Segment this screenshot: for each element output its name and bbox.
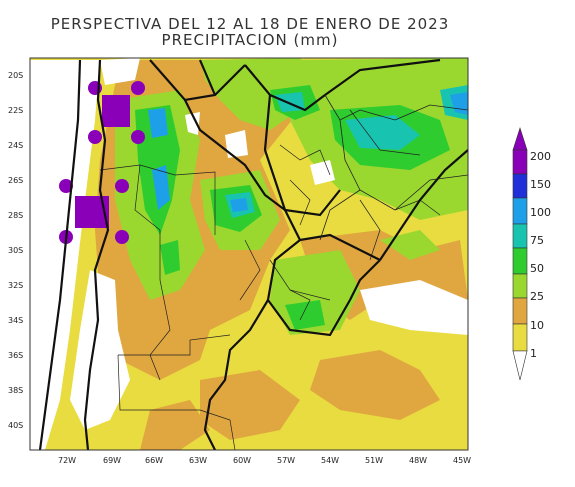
legend-label-10: 10 xyxy=(530,319,544,332)
province-borders xyxy=(99,109,441,450)
legend-swatch-150 xyxy=(512,173,528,199)
legend-swatch-75 xyxy=(512,223,528,249)
map-frame xyxy=(29,57,469,451)
legend-swatch-200 xyxy=(512,149,528,175)
lon-label: 54W xyxy=(321,456,339,465)
legend-swatch-below-1 xyxy=(512,350,528,381)
legend-label-150: 150 xyxy=(530,178,551,191)
lat-label: 30S xyxy=(8,246,23,255)
lat-label: 28S xyxy=(8,211,23,220)
legend-label-1: 1 xyxy=(530,347,537,360)
lon-label: 45W xyxy=(453,456,471,465)
legend-colorbar xyxy=(512,127,528,381)
legend-label-25: 25 xyxy=(530,290,544,303)
lon-label: 51W xyxy=(365,456,383,465)
legend-swatch-above-200 xyxy=(512,127,528,151)
field-100-150 xyxy=(148,92,468,212)
lat-label: 32S xyxy=(8,281,23,290)
legend-label-50: 50 xyxy=(530,262,544,275)
lat-label: 36S xyxy=(8,351,23,360)
lat-label: 38S xyxy=(8,386,23,395)
legend-swatch-1 xyxy=(512,323,528,352)
legend-label-200: 200 xyxy=(530,150,551,163)
legend-swatch-50 xyxy=(512,247,528,275)
legend-swatch-10 xyxy=(512,297,528,325)
lon-label: 63W xyxy=(189,456,207,465)
map-title: PERSPECTIVA DEL 12 AL 18 DE ENERO DE 202… xyxy=(50,15,450,33)
legend-swatch-100 xyxy=(512,197,528,225)
legend-labels: 200 150 100 75 50 25 10 1 xyxy=(530,150,551,360)
lat-label: 20S xyxy=(8,71,23,80)
legend-swatch-25 xyxy=(512,273,528,299)
lon-label: 60W xyxy=(233,456,251,465)
legend-label-75: 75 xyxy=(530,234,544,247)
country-borders xyxy=(38,58,468,450)
longitude-labels: 72W 69W 66W 63W 60W 57W 54W 51W 48W 45W xyxy=(58,456,471,465)
legend-label-100: 100 xyxy=(530,206,551,219)
lon-label: 48W xyxy=(409,456,427,465)
map-subtitle: PRECIPITACION (mm) xyxy=(161,31,339,49)
lon-label: 72W xyxy=(58,456,76,465)
lat-label: 34S xyxy=(8,316,23,325)
lon-label: 69W xyxy=(103,456,121,465)
precipitation-field xyxy=(30,58,468,450)
lat-label: 40S xyxy=(8,421,23,430)
lon-label: 57W xyxy=(277,456,295,465)
lat-label: 22S xyxy=(8,106,23,115)
lon-label: 66W xyxy=(145,456,163,465)
latitude-labels: 20S 22S 24S 26S 28S 30S 32S 34S 36S 38S … xyxy=(8,71,23,430)
field-10-25 xyxy=(95,60,468,450)
state-borders xyxy=(319,94,468,241)
lat-label: 26S xyxy=(8,176,23,185)
lat-label: 24S xyxy=(8,141,23,150)
